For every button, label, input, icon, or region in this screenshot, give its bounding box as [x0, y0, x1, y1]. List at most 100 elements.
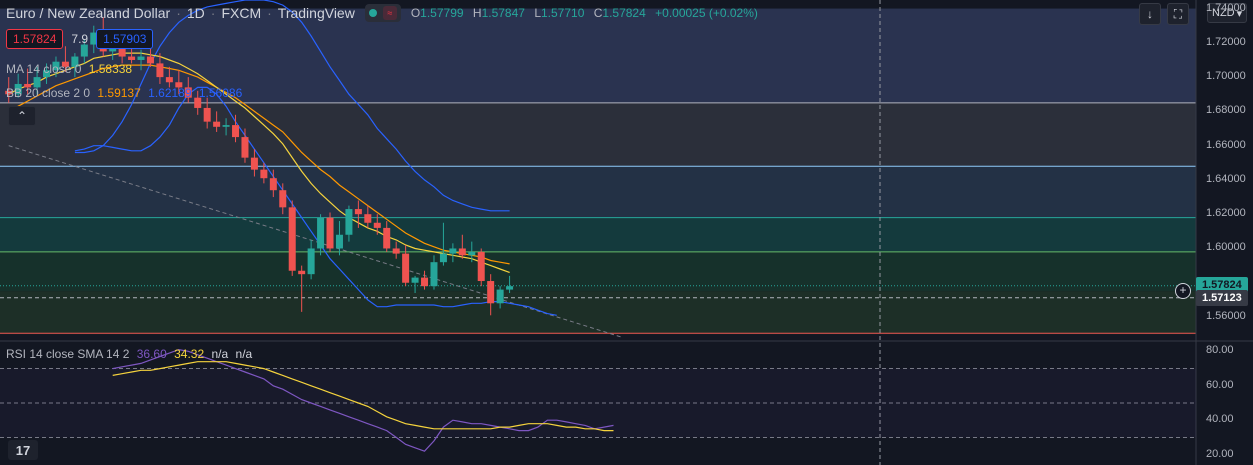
candle-body	[156, 63, 164, 78]
price-axis-label: 1.56000	[1206, 310, 1246, 322]
price-axis-label: 1.74000	[1206, 1, 1246, 14]
candle-body	[80, 44, 88, 57]
rsi-legend[interactable]: RSI 14 close SMA 14 2 36.60 34.32 n/a n/…	[6, 347, 252, 361]
bb-basis-line	[8, 64, 510, 265]
price-axis-label: 1.66000	[1206, 138, 1246, 151]
candle-body	[241, 137, 249, 158]
candle-body	[43, 70, 51, 78]
trade-panel: 1.57824 7.9 1.57903	[6, 29, 154, 49]
interval-label[interactable]: 1D	[186, 5, 205, 21]
rsi-axis-label: 80.00	[1206, 344, 1234, 357]
candle-body	[184, 87, 192, 98]
rsi-axis-label: 60.00	[1206, 378, 1234, 391]
candle-body	[326, 217, 334, 249]
high-value: 1.57847	[481, 6, 525, 20]
spread-value: 7.9	[71, 32, 89, 46]
trend-line	[8, 145, 624, 339]
candle-body	[317, 217, 325, 249]
add-alert-plus-icon[interactable]: +	[1175, 283, 1191, 299]
market-open-dot-icon	[368, 9, 377, 17]
wave-icon: ≈	[382, 6, 397, 20]
separator: ·	[176, 5, 181, 21]
bb-name: BB 20 close 2 0	[6, 86, 91, 100]
change-value: +0.00025 (+0.02%)	[655, 6, 758, 20]
price-zone	[0, 102, 1196, 167]
ma-name: MA 14 close 0	[6, 62, 82, 76]
rsi-value: 36.60	[136, 347, 167, 361]
ma-legend[interactable]: MA 14 close 0 1.58338	[6, 62, 132, 76]
candle-body	[137, 56, 145, 60]
candle-body	[449, 248, 457, 254]
candle-body	[146, 56, 154, 64]
candle-body	[14, 83, 22, 95]
candle-body	[90, 32, 98, 45]
close-value: 1.57824	[602, 6, 646, 20]
rsi-na-1: n/a	[211, 347, 229, 361]
rsi-na-2: n/a	[235, 347, 253, 361]
candle-body	[222, 125, 230, 127]
symbol-name[interactable]: Euro / New Zealand Dollar	[6, 5, 171, 21]
buy-button[interactable]: 1.57903	[96, 29, 154, 49]
ma-value: 1.58338	[88, 62, 133, 76]
candle-body	[468, 251, 476, 256]
candle-body	[24, 83, 32, 88]
separator: ·	[267, 5, 272, 21]
candle-body	[71, 56, 79, 67]
candle-body	[213, 121, 221, 127]
bb-basis-value: 1.59137	[97, 86, 141, 100]
download-icon[interactable]: ↓	[1139, 3, 1161, 25]
candle-body	[392, 248, 400, 254]
candle-body	[5, 90, 13, 95]
candle-body	[487, 281, 495, 304]
candle-body	[373, 222, 381, 228]
candle-body	[477, 251, 485, 282]
ohlc-readout: O1.57799 H1.57847 L1.57710 C1.57824 +0.0…	[410, 6, 758, 20]
bb-upper-value: 1.62189	[148, 86, 192, 100]
currency-selector[interactable]: NZD ▾	[1207, 3, 1248, 23]
candle-body	[194, 97, 202, 108]
candle-body	[260, 169, 268, 179]
sell-button[interactable]: 1.57824	[6, 29, 64, 49]
bb-lower-value: 1.56086	[198, 86, 243, 100]
last-price-tag: 1.57824	[1196, 276, 1248, 293]
candle-body	[269, 178, 277, 191]
candle-body	[33, 77, 41, 88]
chevron-down-icon: ▾	[1236, 7, 1243, 20]
candle-body	[307, 248, 315, 275]
candle-body	[430, 262, 438, 287]
bb-legend[interactable]: BB 20 close 2 0 1.59137 1.62189 1.56086	[6, 86, 242, 100]
candle-body	[128, 56, 136, 60]
rsi-axis-label: 20.00	[1206, 447, 1234, 460]
candle-body	[506, 286, 514, 290]
candle-body	[354, 209, 362, 215]
chart-toolbar: ↓ ⛶	[1139, 3, 1189, 25]
rsi-line	[112, 348, 614, 452]
candle-body	[335, 234, 343, 249]
price-axis-label: 1.64000	[1206, 172, 1246, 185]
separator: ·	[210, 5, 216, 21]
platform-label: TradingView	[277, 5, 355, 21]
collapse-legend-button[interactable]: ⌃	[8, 106, 36, 126]
candle-body	[439, 253, 447, 263]
open-value: 1.57799	[420, 6, 464, 20]
candle-body	[165, 77, 173, 83]
candle-body	[203, 107, 211, 122]
market-status[interactable]: ≈	[364, 4, 401, 22]
price-zone	[0, 166, 1196, 218]
price-zone	[0, 217, 1196, 252]
tradingview-logo[interactable]: 17	[8, 440, 38, 460]
fullscreen-icon[interactable]: ⛶	[1167, 3, 1189, 25]
price-zone	[0, 251, 1196, 292]
price-axis-label: 1.62000	[1206, 207, 1246, 220]
ma-line	[8, 52, 510, 274]
candle-body	[52, 61, 60, 71]
bb-upper-line	[74, 0, 510, 212]
bb-lower-line	[74, 86, 557, 316]
rsi-band	[0, 368, 1196, 438]
price-axis-label: 1.72000	[1206, 35, 1246, 48]
candle-body	[496, 289, 504, 304]
exchange-label: FXCM	[221, 5, 262, 21]
price-axis-label: 1.68000	[1206, 104, 1246, 117]
